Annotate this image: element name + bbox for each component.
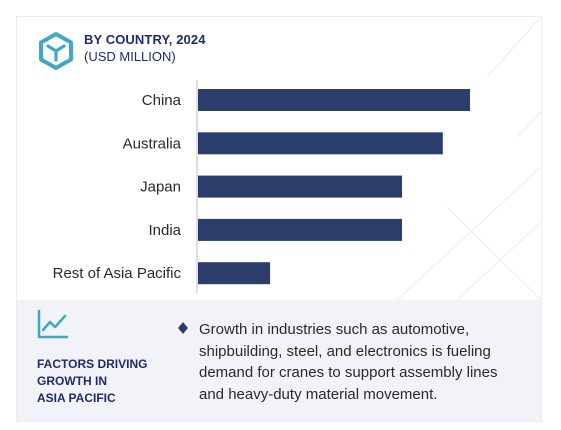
bar-china: [198, 89, 470, 111]
factors-panel: [17, 300, 541, 421]
factors-label-line: GROWTH IN: [37, 374, 107, 388]
category-label: India: [148, 222, 181, 239]
chart-card: BY COUNTRY, 2024 (USD MILLION) China Aust…: [16, 16, 542, 422]
factors-label-line: ASIA PACIFIC: [37, 391, 116, 405]
chart-title: BY COUNTRY, 2024: [84, 32, 206, 47]
bar-chart: China Australia Japan India Rest of Asia Pac…: [53, 80, 470, 293]
diamond-bullet-icon: [178, 322, 188, 334]
bar-india: [198, 218, 402, 241]
bar-japan: [198, 175, 402, 198]
category-label: Japan: [140, 179, 181, 196]
factors-label: FACTORS DRIVING GROWTH IN ASIA PACIFIC: [37, 356, 177, 407]
factor-description: Growth in industries such as automotive,…: [199, 321, 498, 403]
trend-line-icon: [37, 309, 69, 339]
cube-hexagon-icon: [39, 32, 73, 70]
category-label: China: [142, 92, 182, 109]
background-decoration: [396, 17, 541, 301]
bar-rest-of-asia-pacific: [198, 262, 271, 285]
category-label: Australia: [123, 135, 182, 152]
category-label: Rest of Asia Pacific: [53, 265, 182, 282]
bar-australia: [198, 132, 443, 155]
factors-label-line: FACTORS DRIVING: [37, 357, 148, 371]
chart-subtitle: (USD MILLION): [84, 49, 176, 64]
